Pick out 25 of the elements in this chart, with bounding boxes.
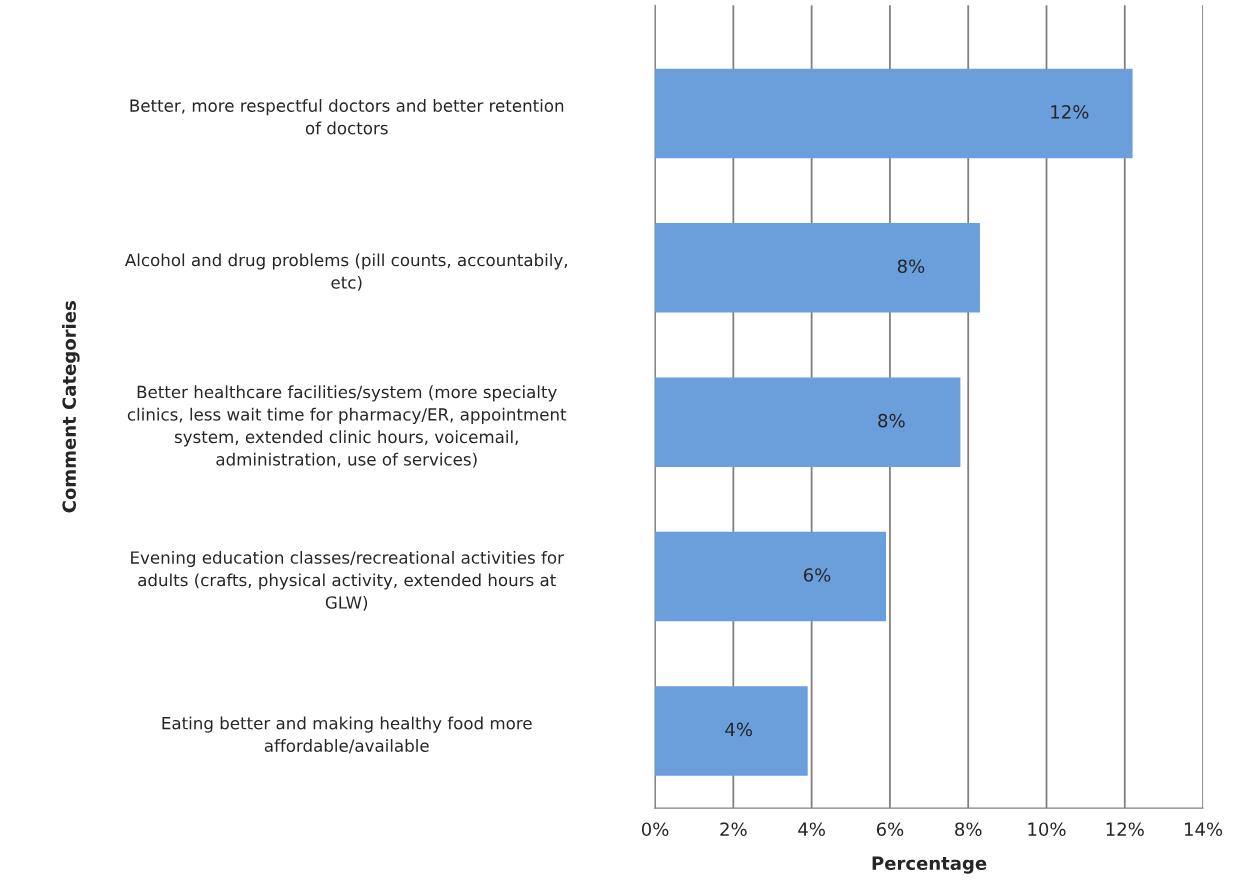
data-label: 8% — [897, 259, 925, 274]
bar — [655, 223, 980, 313]
bar — [655, 377, 961, 467]
x-tick-label: 4% — [798, 822, 825, 837]
x-tick-label: 8% — [955, 822, 982, 837]
x-tick-label: 2% — [720, 822, 747, 837]
y-tick-label: Better healthcare facilities/system (more specialty clinics, less wait time for pharmacy/ER, appointment system, extended clinic hours, voicemail, administration, use of services) — [127, 385, 567, 468]
y-tick-label: Alcohol and drug problems (pill counts, accountabily, etc) — [124, 253, 567, 291]
x-tick-label: 6% — [876, 822, 904, 837]
x-tick-label: 12% — [1106, 822, 1144, 837]
y-axis-title: Comment Categories — [62, 301, 80, 513]
x-axis-title: Percentage — [872, 856, 987, 874]
x-tick-label: 14% — [1184, 822, 1223, 837]
data-label: 6% — [803, 568, 831, 582]
bar — [655, 531, 887, 622]
x-tick-label: 10% — [1028, 822, 1066, 837]
data-label: 8% — [878, 413, 905, 428]
data-label: 4% — [725, 722, 753, 737]
y-tick-label: Eating better and making healthy food more affordable/available — [162, 716, 532, 754]
bar — [655, 68, 1133, 159]
y-tick-label: Better, more respectful doctors and better retention of doctors — [130, 99, 564, 135]
data-label: 12% — [1051, 105, 1089, 119]
x-tick-label: 0% — [641, 822, 669, 837]
y-tick-label: Evening education classes/recreational activities for adults (crafts, physical activity, extended hours at GLW) — [131, 550, 564, 611]
bar — [655, 686, 808, 776]
